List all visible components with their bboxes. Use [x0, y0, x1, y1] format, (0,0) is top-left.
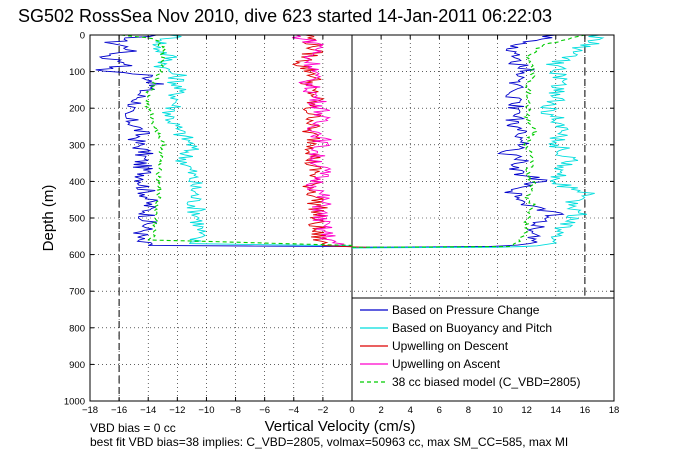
chart-title: SG502 RossSea Nov 2010, dive 623 started… — [18, 6, 552, 26]
y-tick-label: 0 — [80, 31, 85, 42]
x-tick-label: −4 — [288, 405, 299, 416]
x-tick-label: −6 — [259, 405, 270, 416]
legend-label: 38 cc biased model (C_VBD=2805) — [392, 375, 580, 389]
y-ticks: 0 100 200 300 400 500 600 700 800 900 1000 — [64, 31, 614, 408]
x-tick-label: 16 — [580, 405, 591, 416]
x-tick-label: −8 — [230, 405, 241, 416]
series-line — [152, 34, 353, 247]
x-tick-label: −12 — [169, 405, 185, 416]
legend: Based on Pressure Change Based on Buoyanc… — [351, 297, 615, 402]
x-tick-label: 0 — [349, 405, 354, 416]
y-tick-label: 700 — [69, 287, 85, 298]
series-line — [291, 34, 345, 246]
y-tick-label: 900 — [69, 360, 85, 371]
legend-label: Based on Buoyancy and Pitch — [392, 321, 552, 335]
x-tick-label: 8 — [466, 405, 471, 416]
y-tick-label: 400 — [69, 177, 85, 188]
legend-label: Upwelling on Descent — [392, 339, 509, 353]
legend-label: Based on Pressure Change — [392, 303, 540, 317]
x-tick-label: −10 — [198, 405, 214, 416]
y-tick-label: 800 — [69, 323, 85, 334]
series-line — [291, 34, 367, 248]
series-line — [351, 34, 586, 248]
y-tick-label: 500 — [69, 214, 85, 225]
note-vbd-bias: VBD bias = 0 cc — [90, 421, 176, 435]
x-tick-label: −16 — [111, 405, 127, 416]
y-tick-label: 1000 — [64, 397, 85, 408]
series-line — [121, 34, 353, 246]
legend-label: Upwelling on Ascent — [392, 357, 501, 371]
y-tick-label: 300 — [69, 140, 85, 151]
y-axis-label: Depth (m) — [40, 185, 57, 252]
x-tick-label: 4 — [408, 405, 413, 416]
series-line — [95, 34, 353, 247]
note-best-fit: best fit VBD bias=38 implies: C_VBD=2805… — [90, 435, 568, 449]
series-line — [351, 34, 565, 248]
x-tick-label: −2 — [317, 405, 328, 416]
x-tick-label: −18 — [82, 405, 98, 416]
x-tick-label: −14 — [140, 405, 156, 416]
y-tick-label: 200 — [69, 104, 85, 115]
x-tick-label: 14 — [550, 405, 561, 416]
x-tick-label: 10 — [492, 405, 503, 416]
x-tick-label: 18 — [609, 405, 620, 416]
y-tick-label: 100 — [69, 67, 85, 78]
series-group — [95, 34, 605, 249]
x-axis-label: Vertical Velocity (cm/s) — [265, 418, 416, 435]
x-ticks: −18 −16 −14 −12 −10 −8 −6 −4 −2 0 2 4 6 8 10 12 14 16 18 — [82, 35, 619, 416]
y-tick-label: 600 — [69, 250, 85, 261]
series-line — [351, 34, 605, 249]
x-tick-label: 6 — [437, 405, 442, 416]
x-tick-label: 12 — [521, 405, 532, 416]
legend-box — [351, 297, 615, 402]
x-tick-label: 2 — [378, 405, 383, 416]
